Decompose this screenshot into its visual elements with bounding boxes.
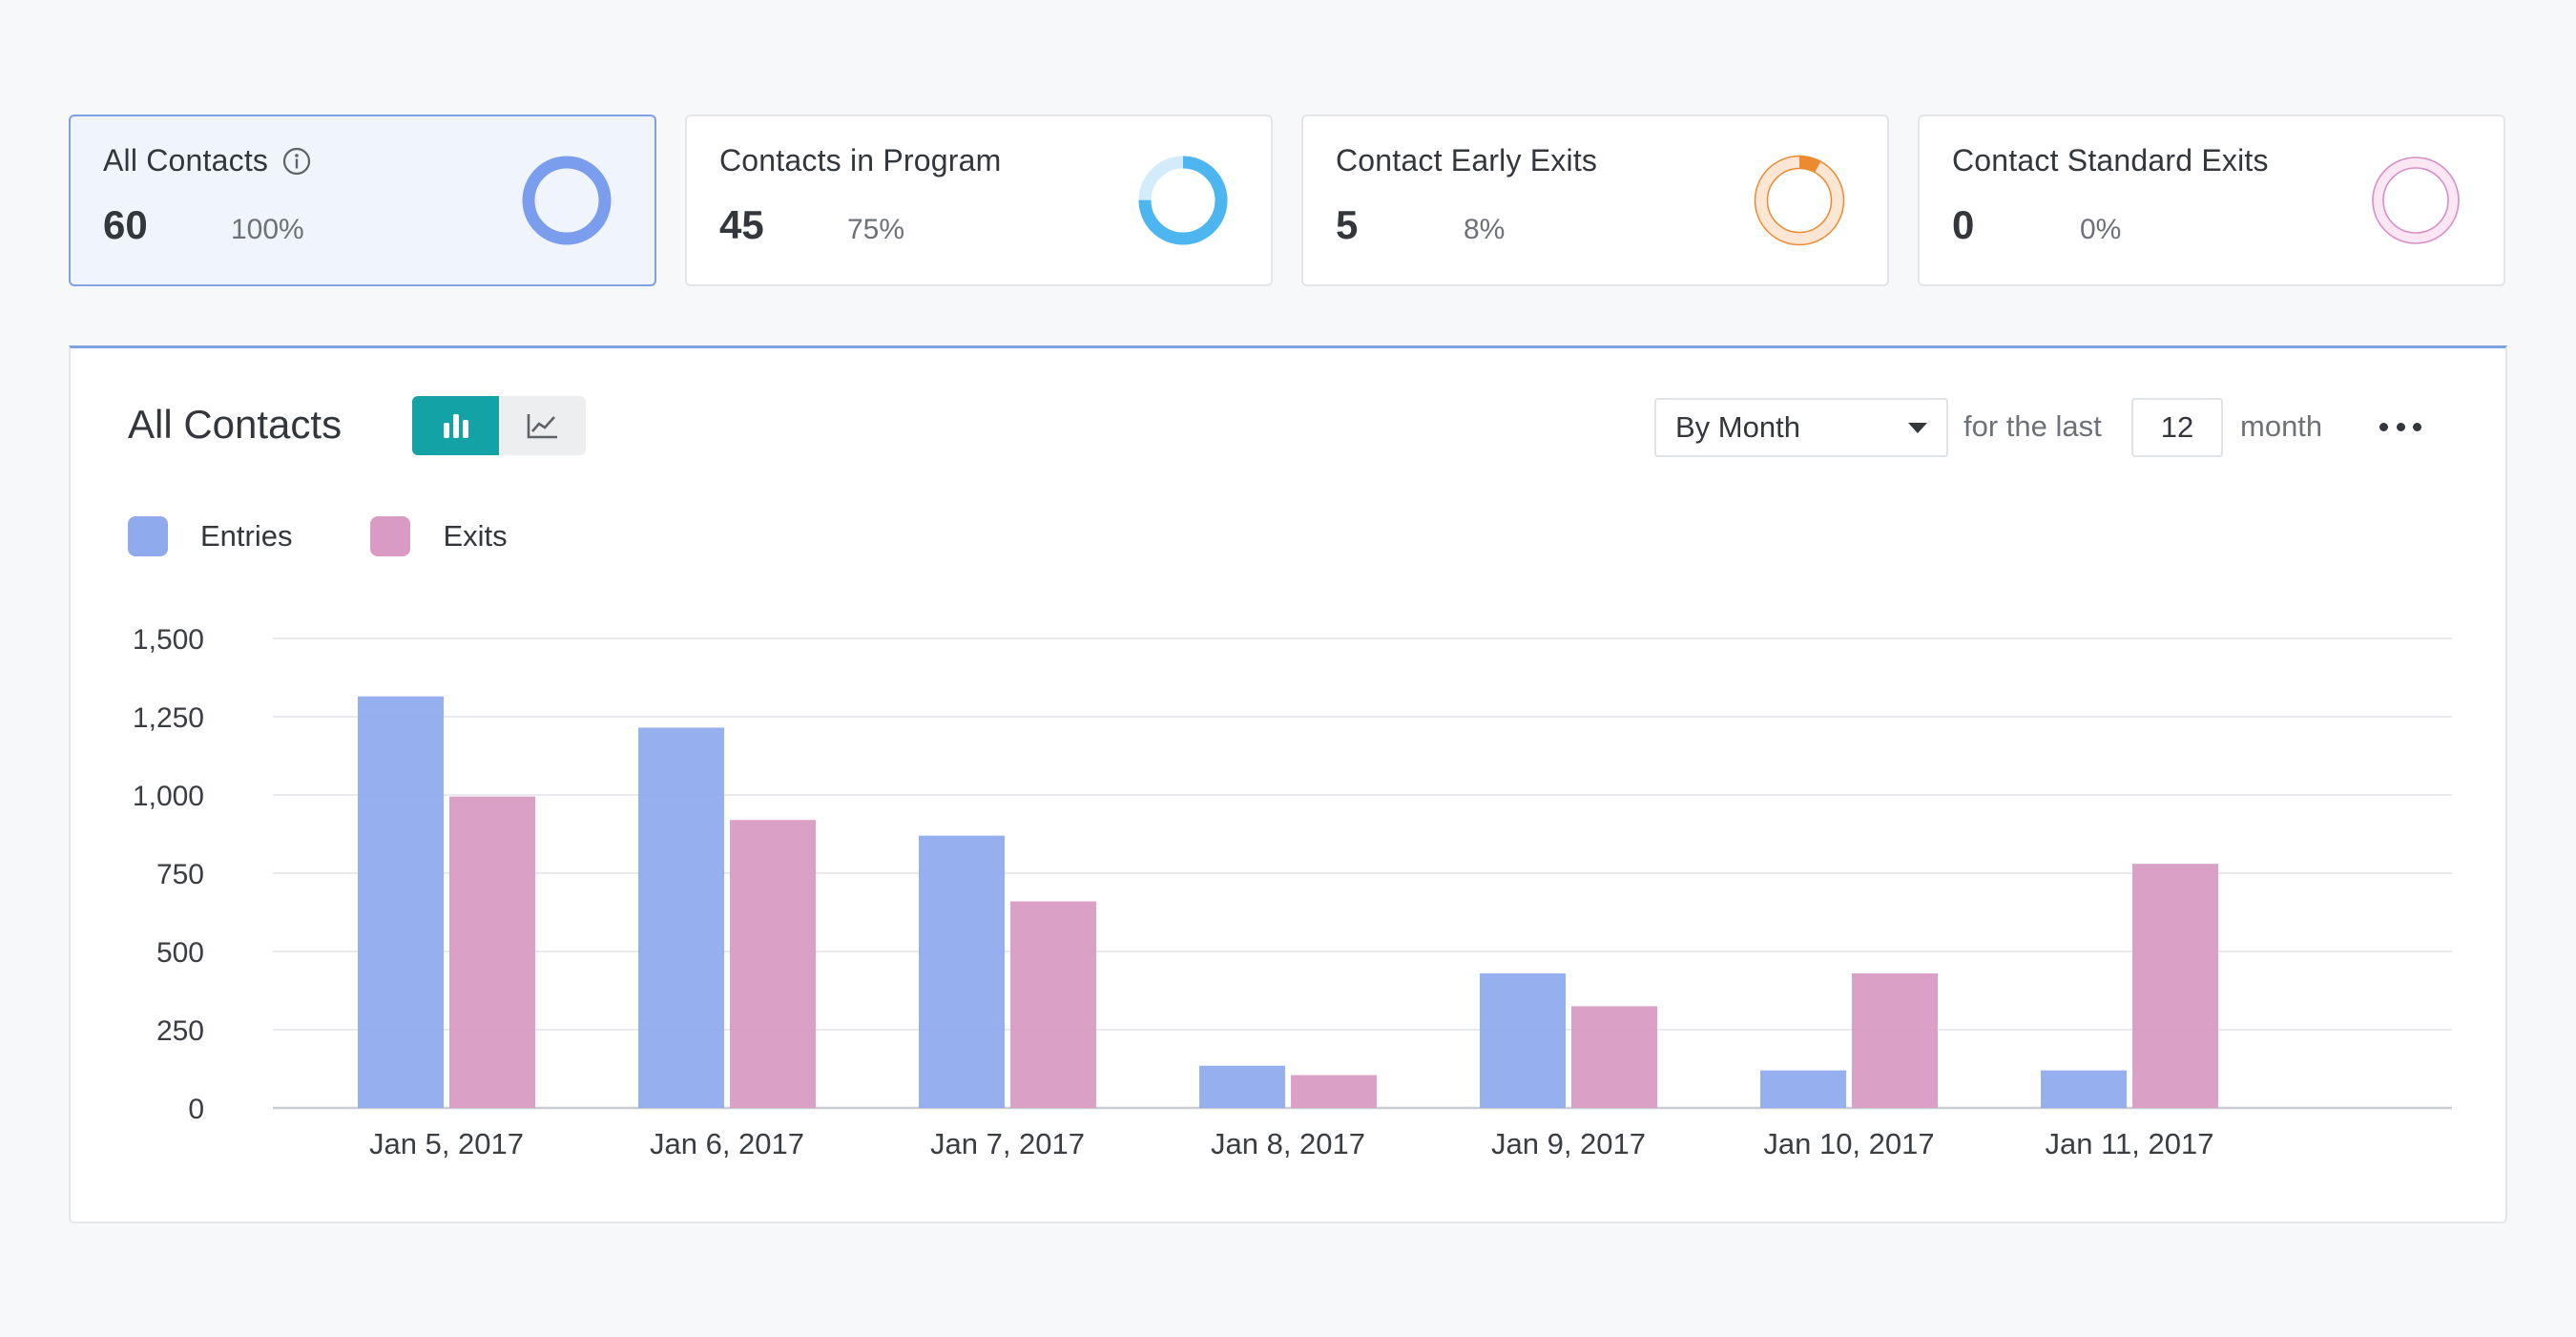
card-percent: 8% <box>1464 214 1506 245</box>
bar-entries[interactable] <box>1760 1070 1846 1108</box>
summary-cards: All Contacts 60 100% Contacts in Program… <box>69 115 2507 286</box>
for-the-last-label: for the last <box>1963 409 2102 443</box>
card-percent: 0% <box>2080 214 2122 245</box>
card-contact-early-exits[interactable]: Contact Early Exits 5 8% <box>1301 115 1889 286</box>
panel-title: All Contacts <box>128 402 343 447</box>
donut-ring-icon <box>1754 155 1845 246</box>
donut-ring-icon <box>2372 157 2460 244</box>
legend-item-exits[interactable]: Exits <box>370 516 508 556</box>
bar-chart-icon <box>443 414 468 438</box>
bar-entries[interactable] <box>1480 972 1566 1108</box>
x-tick-label: Jan 8, 2017 <box>1211 1127 1365 1160</box>
period-count-input[interactable] <box>2131 398 2223 457</box>
bar-exits[interactable] <box>2132 864 2218 1108</box>
x-tick-label: Jan 9, 2017 <box>1491 1127 1646 1160</box>
legend-swatch <box>370 516 411 556</box>
y-tick-label: 1,250 <box>133 702 204 734</box>
card-value: 45 <box>719 202 764 247</box>
bar-entries[interactable] <box>358 696 444 1108</box>
line-chart-icon <box>527 414 557 439</box>
bar-entries[interactable] <box>919 835 1005 1108</box>
card-title: Contact Early Exits <box>1336 143 1598 178</box>
x-tick-label: Jan 6, 2017 <box>650 1127 804 1160</box>
legend-item-entries[interactable]: Entries <box>128 516 292 556</box>
y-tick-label: 1,500 <box>133 624 204 656</box>
chart-legend: Entries Exits <box>128 516 586 556</box>
legend-label: Exits <box>443 519 508 553</box>
y-tick-label: 0 <box>188 1094 204 1125</box>
card-value: 0 <box>1952 202 1975 247</box>
card-value: 5 <box>1336 202 1359 247</box>
legend-label: Entries <box>200 519 293 553</box>
card-contact-standard-exits[interactable]: Contact Standard Exits 0 0% <box>1918 115 2505 286</box>
donut-ring-icon <box>1138 156 1228 245</box>
bar-exits[interactable] <box>1010 901 1096 1108</box>
card-percent: 75% <box>847 214 905 245</box>
card-title: Contact Standard Exits <box>1952 143 2269 178</box>
bar-entries[interactable] <box>638 727 724 1108</box>
chart-type-toggle <box>412 396 586 455</box>
bar-exits[interactable] <box>730 820 816 1108</box>
x-tick-label: Jan 11, 2017 <box>2046 1127 2214 1160</box>
x-tick-label: Jan 5, 2017 <box>369 1127 524 1160</box>
y-tick-label: 1,000 <box>133 781 204 812</box>
chevron-down-icon <box>1908 423 1927 433</box>
card-title: All Contacts <box>103 143 312 178</box>
more-horizontal-icon[interactable] <box>2379 415 2421 438</box>
bar-entries[interactable] <box>1199 1065 1285 1108</box>
bar-chart: 0 250 500 750 1,000 1,250 1,500 Jan 5, 2017 Jan … <box>133 624 2452 1160</box>
y-tick-label: 500 <box>156 937 204 969</box>
bar-exits[interactable] <box>1571 1006 1657 1108</box>
line-chart-button[interactable] <box>499 396 586 455</box>
card-contacts-in-program[interactable]: Contacts in Program 45 75% <box>685 115 1273 286</box>
info-icon[interactable] <box>281 146 312 177</box>
y-tick-label: 750 <box>156 859 204 890</box>
x-tick-label: Jan 10, 2017 <box>1763 1127 1934 1160</box>
period-unit-label: month <box>2240 409 2323 443</box>
donut-ring-icon <box>522 156 612 245</box>
card-value: 60 <box>103 202 148 247</box>
card-title: Contacts in Program <box>719 143 1002 178</box>
card-percent: 100% <box>231 214 304 245</box>
bar-entries[interactable] <box>2041 1070 2127 1108</box>
card-all-contacts[interactable]: All Contacts 60 100% <box>69 115 656 286</box>
y-tick-label: 250 <box>156 1015 204 1047</box>
period-select[interactable]: By Month <box>1654 398 1948 457</box>
bar-exits[interactable] <box>1291 1075 1377 1108</box>
chart-panel: 0 250 500 750 1,000 1,250 1,500 Jan 5, 2017 Jan … <box>69 345 2507 1223</box>
bar-exits[interactable] <box>1852 972 1938 1108</box>
x-tick-label: Jan 7, 2017 <box>930 1127 1085 1160</box>
bar-chart-button[interactable] <box>412 396 499 455</box>
legend-swatch <box>128 516 168 556</box>
bar-exits[interactable] <box>449 796 535 1108</box>
